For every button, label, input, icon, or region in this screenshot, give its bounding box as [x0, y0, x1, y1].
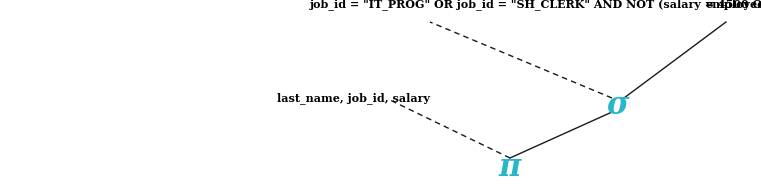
Text: job_id = "IT_PROG" OR job_id = "SH_CLERK" AND NOT (salary = 4500 OR salary = 100: job_id = "IT_PROG" OR job_id = "SH_CLERK…: [310, 0, 761, 10]
Text: π: π: [498, 152, 521, 184]
Text: σ: σ: [607, 90, 629, 121]
Text: employees: employees: [706, 0, 761, 10]
Text: last_name, job_id, salary: last_name, job_id, salary: [277, 92, 430, 104]
